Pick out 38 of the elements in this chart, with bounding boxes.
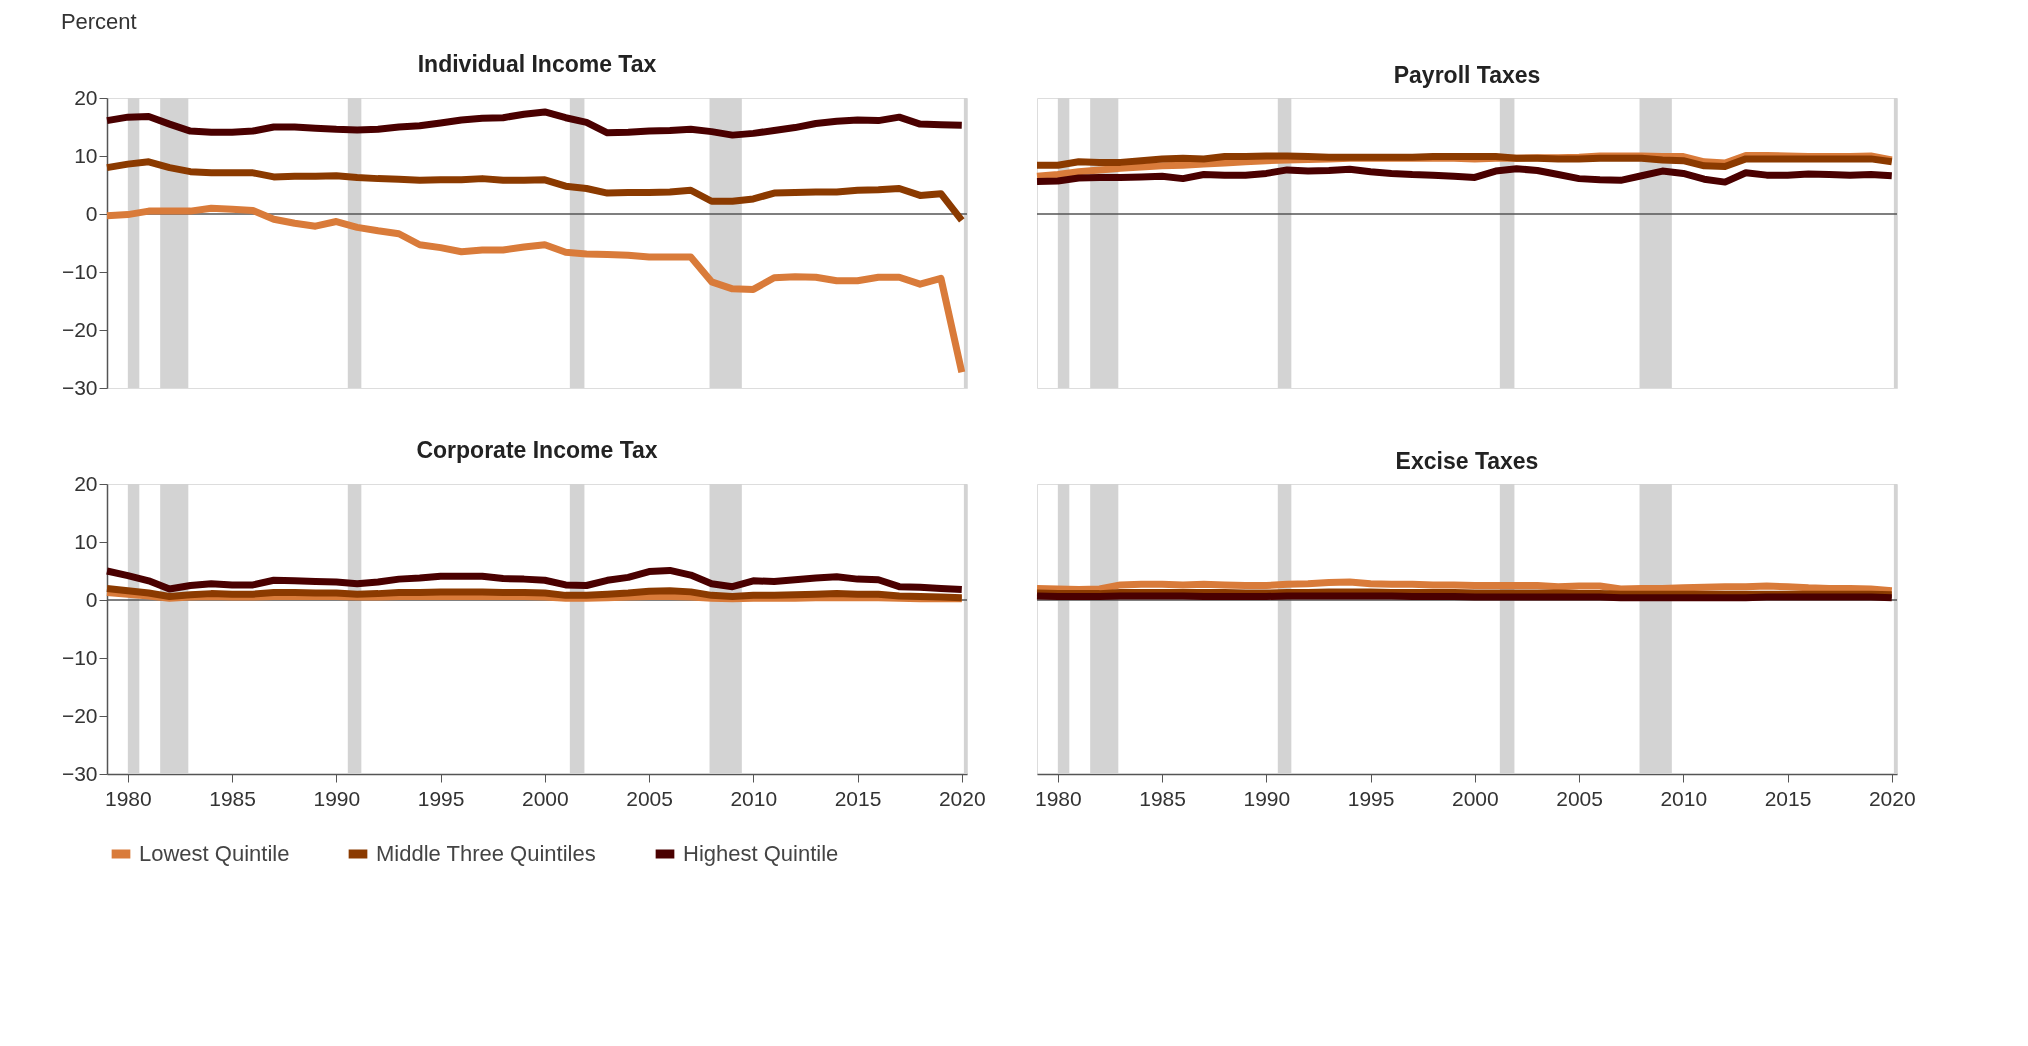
x-tick-label: 2000 xyxy=(521,786,569,810)
y-tick-label: −10 xyxy=(61,259,98,283)
y-tick-label: 0 xyxy=(85,201,98,225)
y-tick-label: 0 xyxy=(85,587,98,611)
legend-label: Middle Three Quintiles xyxy=(376,841,596,866)
chart-title: Payroll Taxes xyxy=(1393,62,1541,88)
x-tick-label: 1985 xyxy=(1139,786,1186,810)
x-tick-label: 1980 xyxy=(104,786,152,810)
x-tick-label: 2020 xyxy=(938,786,986,810)
y-tick-label: −20 xyxy=(61,703,98,727)
y-tick-label: 20 xyxy=(74,85,98,109)
x-tick-label: 1985 xyxy=(209,786,256,810)
y-tick-label: 10 xyxy=(74,143,98,167)
y-tick-label: −20 xyxy=(61,317,98,341)
x-tick-label: 2010 xyxy=(1660,786,1708,810)
x-tick-label: 1995 xyxy=(417,786,465,810)
y-tick-label: −10 xyxy=(61,645,98,669)
x-tick-label: 2010 xyxy=(730,786,778,810)
x-tick-label: 1980 xyxy=(1034,786,1082,810)
chart-title: Corporate Income Tax xyxy=(416,437,658,463)
y-tick-label: −30 xyxy=(61,761,98,785)
legend-label: Highest Quintile xyxy=(683,841,839,866)
x-tick-label: 2005 xyxy=(626,786,673,810)
y-tick-label: 10 xyxy=(74,529,98,553)
x-tick-label: 2015 xyxy=(1764,786,1812,810)
y-tick-label: −30 xyxy=(61,375,98,399)
x-tick-label: 1990 xyxy=(313,786,361,810)
y-tick-label: 20 xyxy=(74,471,98,495)
y-axis-title: Percent xyxy=(60,8,137,34)
x-tick-label: 2020 xyxy=(1868,786,1916,810)
x-tick-label: 2000 xyxy=(1451,786,1499,810)
x-tick-label: 2005 xyxy=(1556,786,1603,810)
x-tick-label: 2015 xyxy=(834,786,882,810)
x-tick-label: 1995 xyxy=(1347,786,1395,810)
chart-title: Individual Income Tax xyxy=(417,51,657,77)
legend-label: Lowest Quintile xyxy=(139,841,290,866)
chart-title: Excise Taxes xyxy=(1395,448,1539,474)
x-tick-label: 1990 xyxy=(1243,786,1291,810)
